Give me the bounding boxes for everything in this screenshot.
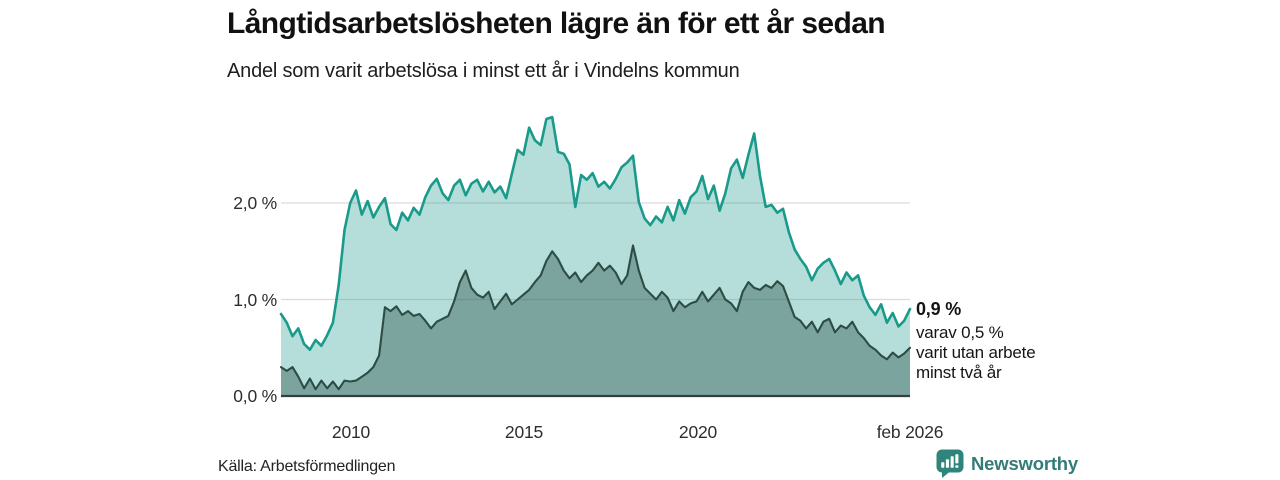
x-axis-tick-feb-2026: feb 2026 xyxy=(876,422,944,442)
series-two-year-line xyxy=(279,244,912,391)
x-axis-tick-2010: 2010 xyxy=(331,422,371,442)
series-total-area xyxy=(281,117,910,396)
y-axis-tick-0: 0,0 % xyxy=(233,386,277,406)
series-total-line xyxy=(279,115,912,351)
x-axis-tick-2020: 2020 xyxy=(678,422,718,442)
y-axis-tick-1: 1,0 % xyxy=(233,289,277,310)
annotation-line-3: minst två år xyxy=(916,363,1002,382)
annotation-value: 0,9 % xyxy=(916,299,962,319)
annotation-line-1: varav 0,5 % xyxy=(916,323,1004,342)
series-two-year-area xyxy=(281,245,910,396)
y-axis-tick-2: 2,0 % xyxy=(233,193,277,213)
newsworthy-wordmark: Newsworthy xyxy=(971,452,1078,474)
latest-value-annotation: 0,9 % varav 0,5 % varit utan arbete mins… xyxy=(916,299,1036,383)
source-label: Källa: Arbetsförmedlingen xyxy=(218,458,396,475)
annotation-line-2: varit utan arbete xyxy=(916,343,1036,362)
x-axis-tick-2015: 2015 xyxy=(504,422,544,442)
newsworthy-logo: Newsworthy xyxy=(936,449,1078,478)
newsworthy-bubble-chart-icon xyxy=(936,449,964,478)
chart-title: Långtidsarbetslösheten lägre än för ett … xyxy=(227,7,886,40)
chart-subtitle: Andel som varit arbetslösa i minst ett å… xyxy=(227,60,740,82)
